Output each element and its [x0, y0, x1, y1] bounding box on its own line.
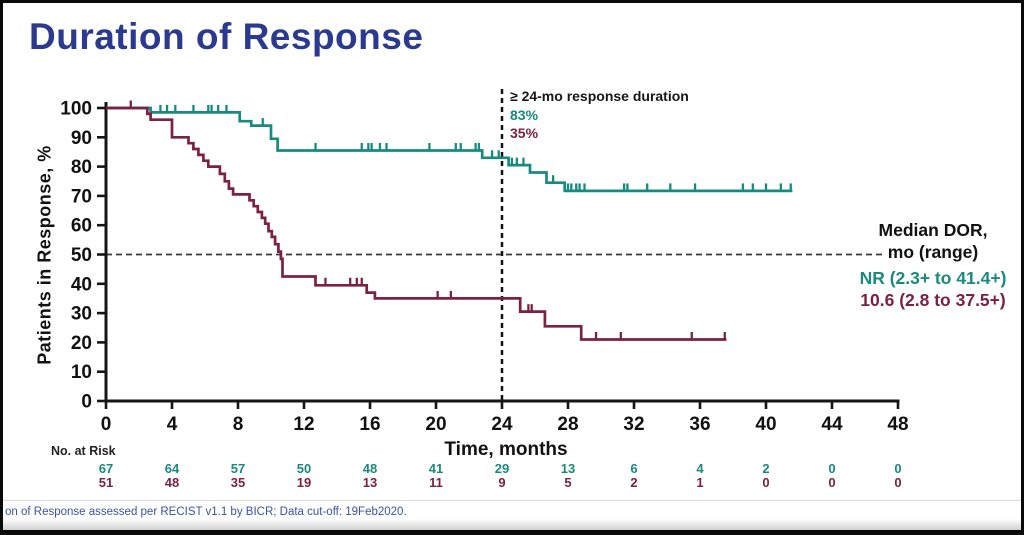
teal-at-risk-value: 41: [429, 461, 443, 476]
teal-at-risk-value: 67: [99, 461, 113, 476]
y-tick-label: 40: [71, 274, 92, 295]
bottom-shadow: [3, 519, 1021, 530]
y-tick-label: 10: [71, 362, 92, 383]
teal-at-risk-value: 57: [231, 461, 245, 476]
maroon-at-risk-value: 11: [429, 475, 443, 490]
teal-at-risk-value: 0: [894, 461, 901, 476]
maroon-at-risk-value: 0: [894, 475, 901, 490]
teal-at-risk-value: 48: [363, 461, 377, 476]
maroon-at-risk-value: 0: [762, 475, 769, 490]
page-title: Duration of Response: [29, 16, 424, 57]
x-tick-label: 32: [623, 414, 644, 435]
median-dor-panel: Median DOR, mo (range) NR (2.3+ to 41.4+…: [860, 219, 1007, 311]
x-tick-label: 40: [755, 414, 776, 435]
teal-at-risk-value: 64: [165, 461, 180, 476]
teal-km-curve: [106, 106, 793, 193]
x-tick-label: 28: [557, 414, 578, 435]
x-tick-label: 4: [167, 414, 178, 435]
x-tick-label: 48: [887, 414, 908, 435]
maroon-at-risk-value: 35: [231, 475, 245, 490]
maroon-at-risk-value: 9: [498, 475, 505, 490]
x-tick-label: 8: [233, 414, 244, 435]
x-tick-label: 12: [293, 414, 314, 435]
y-tick-label: 90: [71, 128, 92, 149]
maroon-at-risk-value: 1: [696, 475, 703, 490]
footer-note: on of Response assessed per RECIST v1.1 …: [5, 506, 407, 518]
y-tick-label: 30: [71, 304, 92, 325]
median-dor-header-line1: Median DOR,: [878, 220, 988, 240]
maroon-at-risk-value: 2: [630, 475, 637, 490]
teal-at-risk-value: 6: [630, 461, 637, 476]
x-axis-title: Time, months: [444, 439, 568, 460]
annotation-24mo: ≥ 24-mo response duration 83% 35%: [510, 87, 689, 143]
y-tick-label: 80: [71, 157, 92, 178]
x-tick-label: 20: [425, 414, 446, 435]
y-tick-label: 50: [71, 245, 92, 266]
teal-at-risk-value: 2: [762, 461, 769, 476]
annotation-teal-rate: 83%: [510, 106, 539, 123]
x-tick-label: 24: [491, 414, 513, 435]
no-at-risk-label: No. at Risk: [51, 444, 116, 458]
teal-at-risk-value: 4: [696, 461, 704, 476]
y-tick-label: 20: [71, 333, 92, 354]
maroon-at-risk-value: 0: [828, 475, 835, 490]
y-tick-label: 100: [60, 99, 92, 120]
annotation-label: ≥ 24-mo response duration: [510, 88, 689, 104]
teal-at-risk-value: 29: [495, 461, 509, 476]
teal-at-risk-value: 0: [828, 461, 835, 476]
x-tick-label: 16: [359, 414, 380, 435]
maroon-at-risk-value: 19: [297, 475, 311, 490]
maroon-at-risk-value: 51: [99, 475, 113, 490]
x-tick-label: 44: [821, 414, 843, 435]
maroon-at-risk-value: 13: [363, 475, 377, 490]
footer-divider: [3, 500, 1021, 501]
y-tick-label: 0: [81, 392, 92, 413]
maroon-km-curve: [106, 106, 727, 341]
median-dor-teal: NR (2.3+ to 41.4+): [859, 268, 1007, 288]
x-tick-label: 0: [101, 414, 112, 435]
median-dor-maroon: 10.6 (2.8 to 37.5+): [860, 290, 1006, 310]
teal-at-risk-value: 13: [561, 461, 575, 476]
maroon-at-risk-value: 48: [165, 475, 179, 490]
maroon-at-risk-value: 5: [564, 475, 571, 490]
teal-at-risk-value: 50: [297, 461, 311, 476]
y-tick-label: 70: [71, 186, 92, 207]
y-tick-label: 60: [71, 216, 92, 237]
x-tick-label: 36: [689, 414, 710, 435]
y-axis-title: Patients in Response, %: [34, 145, 55, 365]
annotation-maroon-rate: 35%: [510, 125, 539, 141]
median-dor-header-line2: mo (range): [887, 242, 979, 262]
